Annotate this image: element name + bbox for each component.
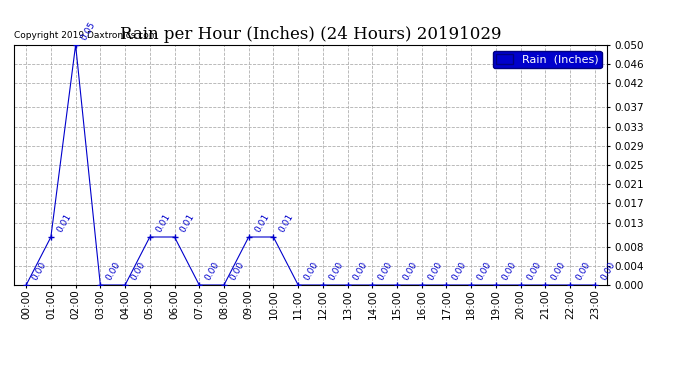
Text: 0.01: 0.01 xyxy=(55,212,73,234)
Text: 0.00: 0.00 xyxy=(451,260,469,282)
Text: 0.00: 0.00 xyxy=(352,260,370,282)
Text: 0.00: 0.00 xyxy=(228,260,246,282)
Legend: Rain  (Inches): Rain (Inches) xyxy=(493,51,602,68)
Text: 0.01: 0.01 xyxy=(277,212,295,234)
Text: 0.00: 0.00 xyxy=(377,260,395,282)
Text: 0.00: 0.00 xyxy=(204,260,221,282)
Text: 0.00: 0.00 xyxy=(426,260,444,282)
Title: Rain per Hour (Inches) (24 Hours) 20191029: Rain per Hour (Inches) (24 Hours) 201910… xyxy=(120,27,501,44)
Text: 0.00: 0.00 xyxy=(549,260,567,282)
Text: 0.00: 0.00 xyxy=(129,260,147,282)
Text: 0.05: 0.05 xyxy=(80,20,98,42)
Text: 0.00: 0.00 xyxy=(599,260,617,282)
Text: 0.00: 0.00 xyxy=(327,260,345,282)
Text: 0.00: 0.00 xyxy=(302,260,320,282)
Text: 0.00: 0.00 xyxy=(475,260,493,282)
Text: 0.00: 0.00 xyxy=(30,260,48,282)
Text: 0.00: 0.00 xyxy=(104,260,122,282)
Text: 0.00: 0.00 xyxy=(401,260,419,282)
Text: 0.01: 0.01 xyxy=(154,212,172,234)
Text: 0.01: 0.01 xyxy=(253,212,270,234)
Text: 0.01: 0.01 xyxy=(179,212,197,234)
Text: Copyright 2019 Daxtronics.com: Copyright 2019 Daxtronics.com xyxy=(14,31,157,40)
Text: 0.00: 0.00 xyxy=(574,260,592,282)
Text: 0.00: 0.00 xyxy=(500,260,518,282)
Text: 0.00: 0.00 xyxy=(525,260,543,282)
